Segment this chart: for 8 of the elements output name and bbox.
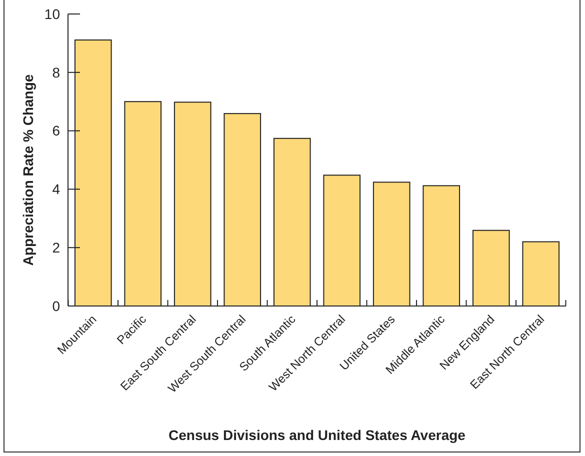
y-tick-label: 6 [52, 122, 60, 139]
y-axis-title: Appreciation Rate % Change [20, 74, 36, 266]
x-axis-title: Census Divisions and United States Average [168, 427, 466, 443]
y-tick-label: 8 [52, 64, 60, 80]
y-tick-label: 10 [44, 6, 60, 22]
y-tick-label: 4 [52, 181, 60, 198]
y-tick-label: 2 [52, 240, 60, 256]
y-tick-label: 0 [52, 298, 60, 314]
